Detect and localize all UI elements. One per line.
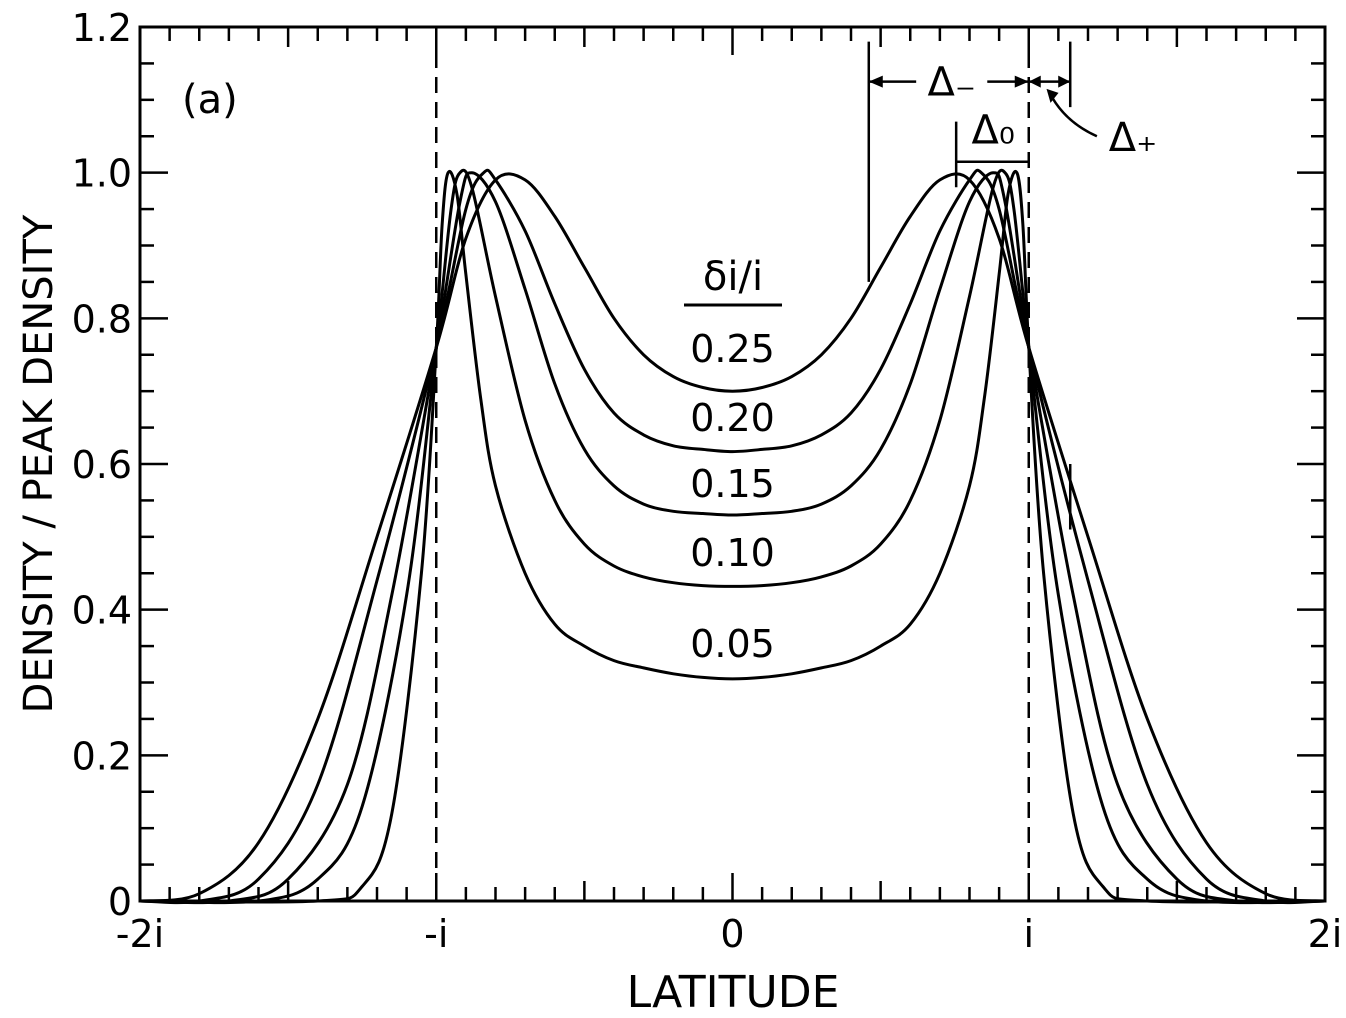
series-label: 0.25 — [690, 327, 775, 371]
delta-zero-label: Δ₀ — [971, 108, 1014, 154]
delta-minus-label: Δ₋ — [927, 60, 975, 106]
delta-plus-arrowhead-right — [1058, 75, 1071, 88]
x-tick-label: -2i — [116, 912, 164, 956]
delta-minus-arrowhead-right — [1014, 75, 1029, 88]
series-label: 0.20 — [690, 396, 775, 440]
series-line-0-20 — [139, 168, 1326, 905]
x-tick-label: 0 — [720, 912, 744, 956]
delta-minus-arrowhead-left — [868, 75, 883, 88]
y-tick-label: 0 — [108, 880, 132, 924]
y-tick-label: 0.2 — [72, 734, 132, 778]
delta-plus-label: Δ₊ — [1109, 115, 1157, 161]
panel-label: (a) — [182, 77, 238, 123]
y-tick-label: 0.4 — [72, 589, 132, 633]
series-labels: 0.25 0.20 0.15 0.10 0.05 — [690, 327, 775, 666]
x-tick-label: 2i — [1308, 912, 1343, 956]
x-tick-label: i — [1023, 912, 1034, 956]
delta-plus-pointer — [1048, 91, 1098, 138]
y-axis-label: DENSITY / PEAK DENSITY — [16, 214, 62, 713]
delta-plus-arrowhead-left — [1028, 75, 1041, 88]
series-line-0-25 — [139, 172, 1326, 903]
y-tick-label: 1.0 — [72, 152, 132, 196]
series-label: 0.15 — [690, 462, 775, 506]
annotations: Δ₋Δ₀ Δ₊ — [867, 41, 1157, 530]
delta-plus-pointer-head — [1046, 88, 1059, 103]
plot-frame — [138, 25, 1327, 903]
series-label: 0.10 — [690, 531, 775, 575]
legend-title: δi/i — [703, 254, 763, 300]
series-line-0-15 — [139, 171, 1326, 905]
y-tick-label: 1.2 — [72, 6, 132, 50]
series-label: 0.05 — [690, 622, 775, 666]
series-line-0-05 — [139, 170, 1326, 904]
y-tick-label: 0.6 — [72, 443, 132, 487]
tick-labels: -2i -i 0 i 2i 0 0.2 0.4 0.6 0.8 1.0 1.2 — [72, 6, 1343, 956]
curves — [139, 168, 1326, 905]
x-axis-label: LATITUDE — [627, 967, 840, 1018]
reference-lines — [435, 27, 1030, 901]
x-tick-label: -i — [424, 912, 448, 956]
y-tick-label: 0.8 — [72, 297, 132, 341]
